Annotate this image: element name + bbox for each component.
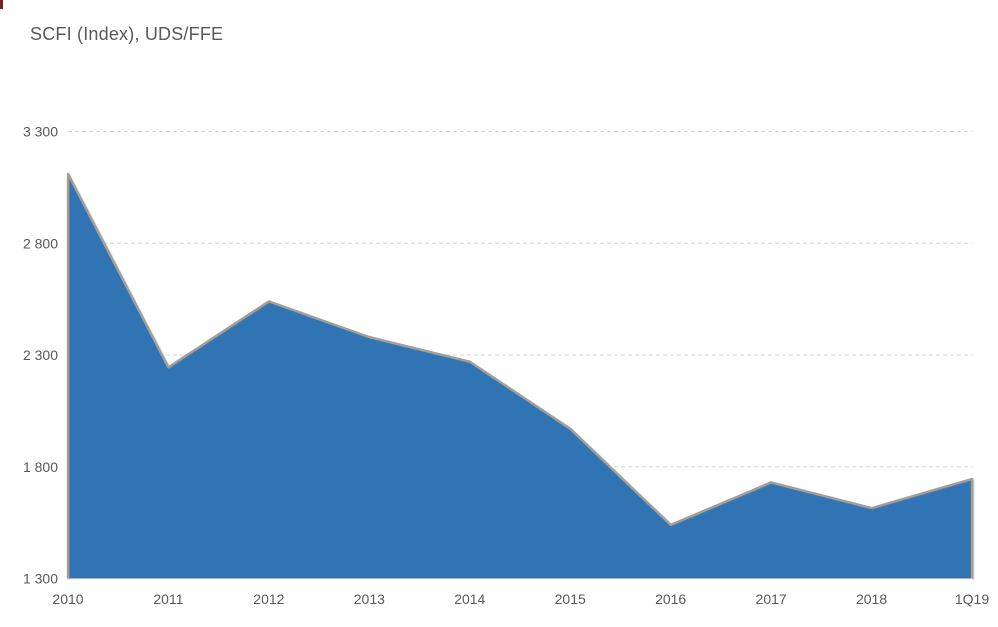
y-tick-label: 3 300	[23, 124, 58, 140]
area-series	[68, 174, 972, 579]
x-tick-label: 2017	[756, 591, 787, 607]
x-tick-label: 2016	[655, 591, 686, 607]
corner-mark	[0, 0, 3, 9]
y-tick-label: 1 800	[23, 459, 58, 475]
x-tick-label: 2014	[454, 591, 485, 607]
chart-title: SCFI (Index), UDS/FFE	[30, 24, 224, 44]
x-tick-label: 1Q19	[955, 591, 989, 607]
x-tick-label: 2010	[52, 591, 83, 607]
x-tick-label: 2015	[555, 591, 586, 607]
y-tick-label: 1 300	[23, 571, 58, 587]
x-tick-label: 2018	[856, 591, 887, 607]
area-edge-line	[66, 172, 974, 579]
x-tick-label: 2013	[354, 591, 385, 607]
y-tick-label: 2 800	[23, 235, 58, 251]
x-tick-label: 2011	[153, 591, 183, 607]
x-tick-label: 2012	[253, 591, 284, 607]
y-tick-label: 2 300	[23, 347, 58, 363]
